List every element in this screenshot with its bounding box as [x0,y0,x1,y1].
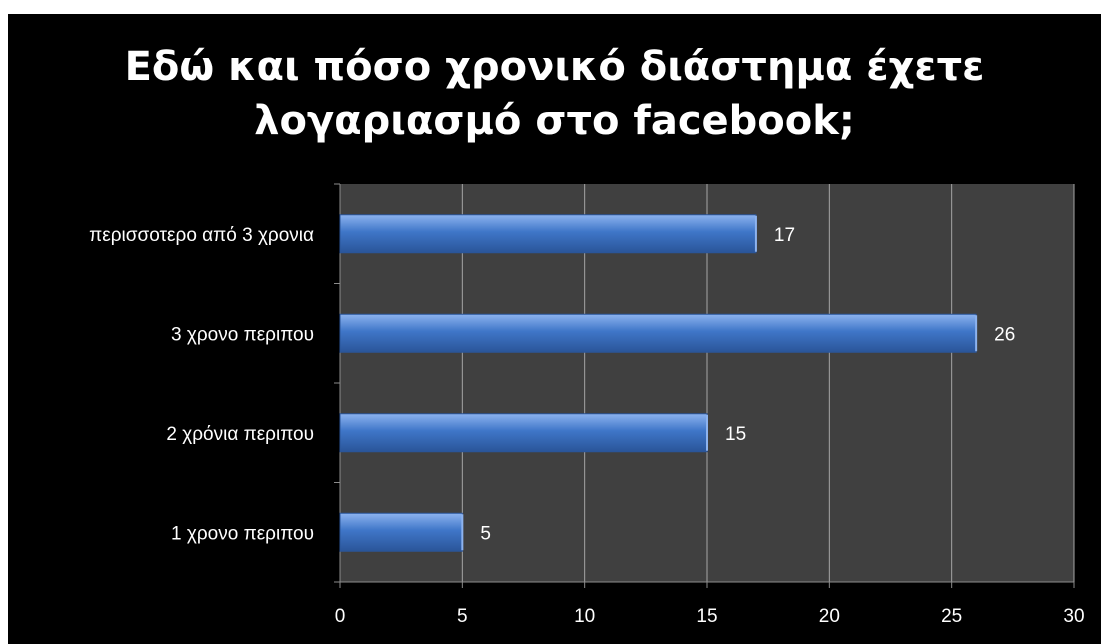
bar [339,512,463,552]
bar [339,214,757,254]
x-tick-label: 5 [457,606,468,627]
category-label: περισσοτερο από 3 χρονια [89,225,314,246]
chart-title: Εδώ και πόσο χρονικό διάστημα έχετε λογα… [124,44,985,144]
bar [339,313,977,353]
category-label: 3 χρονο περιπου [171,324,314,345]
x-tick-label: 10 [574,606,595,627]
category-label: 1 χρονο περιπου [171,523,314,544]
x-tick-label: 15 [696,606,717,627]
bars [339,214,978,552]
x-tick-label: 0 [335,606,346,627]
bar [339,413,708,453]
x-tick-label: 20 [819,606,840,627]
x-tick-label: 25 [941,606,962,627]
data-label: 26 [994,324,1015,345]
data-label: 15 [725,424,746,445]
x-tick-label: 30 [1063,606,1084,627]
category-label: 2 χρόνια περιπου [166,424,314,445]
data-label: 5 [480,523,491,544]
data-label: 17 [774,225,795,246]
labels: 0 5 10 15 20 25 30 17 περισσοτερο από 3 χρονια 26… [89,225,1084,627]
